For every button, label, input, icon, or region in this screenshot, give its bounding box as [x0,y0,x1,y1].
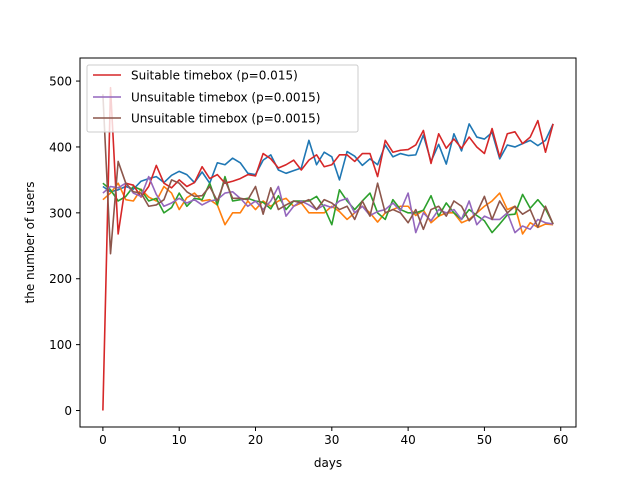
x-tick-label: 20 [248,433,263,447]
x-axis-label: days [314,456,342,470]
series-purple-line [102,175,554,234]
x-tick-label: 40 [400,433,415,447]
y-tick-label: 400 [49,140,72,154]
series-red-line [102,86,554,411]
x-tick-label: 50 [477,433,492,447]
series-green-line [102,175,554,234]
legend-box [86,64,359,133]
x-tick-label: 0 [99,433,107,447]
x-tick-label: 30 [324,433,339,447]
y-tick-label: 100 [49,338,72,352]
x-tick-label: 10 [172,433,187,447]
plot-frame [79,57,577,428]
legend-label-1: Unsuitable timebox (p=0.0015) [131,91,320,105]
legend: Suitable timebox (p=0.015) Unsuitable ti… [86,64,359,133]
legend-label-2: Unsuitable timebox (p=0.0015) [131,112,320,126]
y-tick-label: 500 [49,75,72,89]
legend-label-0: Suitable timebox (p=0.015) [131,69,298,83]
x-axis: 0 10 20 30 40 50 60 [99,427,568,447]
y-axis-label: the number of users [23,182,37,304]
series-blue-line [102,123,554,193]
y-tick-label: 200 [49,272,72,286]
y-tick-label: 300 [49,206,72,220]
y-tick-label: 0 [64,404,72,418]
series-layer [102,86,554,411]
series-brown-line [102,94,554,255]
y-axis: 0 100 200 300 400 500 [49,75,80,418]
x-tick-label: 60 [553,433,568,447]
